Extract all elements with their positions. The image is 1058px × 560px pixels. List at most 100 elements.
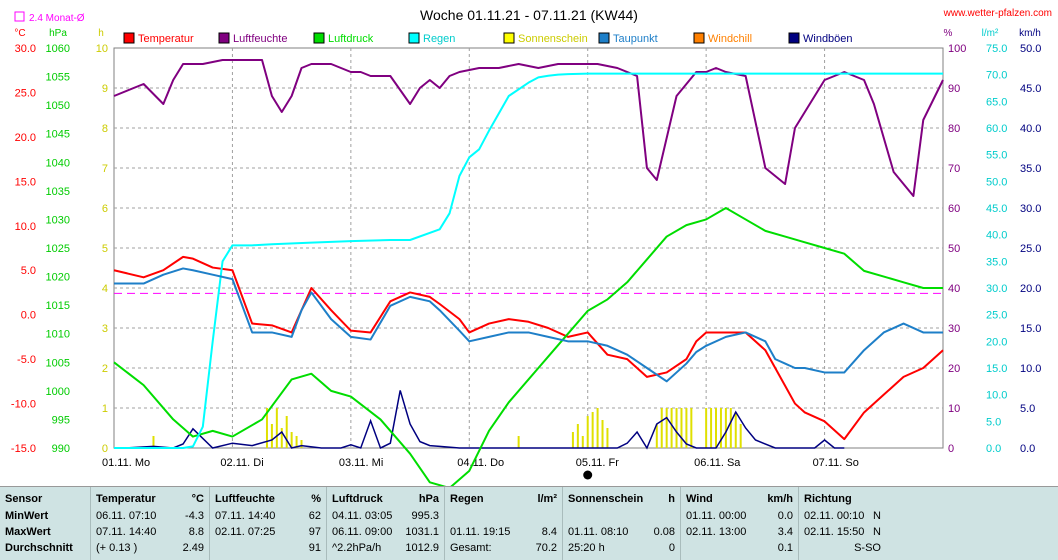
moon-icon: [583, 470, 593, 480]
table-cell: MaxWert: [5, 526, 51, 538]
table-value: N: [873, 510, 881, 522]
table-unit: l/m²: [537, 493, 557, 505]
table-header: Regen: [450, 493, 484, 505]
table-unit: °C: [191, 493, 204, 505]
legend-label-7: Windböen: [803, 33, 853, 45]
table-value: N: [873, 526, 881, 538]
legend-swatch-4: [503, 32, 515, 44]
chart-title: Woche 01.11.21 - 07.11.21 (KW44): [420, 7, 638, 23]
hum-tick-7: 30: [948, 323, 960, 335]
hum-tick-10: 0: [948, 443, 954, 455]
x-label-1: 02.11. Di: [220, 457, 263, 469]
sun-tick-8: 2: [102, 363, 108, 375]
legend-swatch-7: [788, 32, 800, 44]
table-cell: 01.11. 19:15: [450, 526, 511, 538]
legend-swatch-2: [313, 32, 325, 44]
series-luftfeuchte: [113, 59, 944, 197]
temp-tick-7: -5.0: [17, 354, 36, 366]
hum-tick-1: 90: [948, 83, 960, 95]
table-col-1: Temperatur °C 06.11. 07:10 -4.3 07.11. 14:40…: [90, 487, 210, 560]
weather-week-chart: Woche 01.11.21 - 07.11.21 (KW44) www.wett…: [11, 7, 1052, 486]
table-unit: %: [311, 493, 321, 505]
press-tick-8: 1020: [46, 272, 70, 284]
wind-tick-1: 45.0: [1020, 83, 1041, 95]
table-col-5: Sonnenschein h 01.11. 08:10 0.08 25:20 h 0: [562, 487, 681, 560]
table-value: 0: [668, 542, 675, 554]
table-value: 91: [308, 542, 321, 554]
rain-tick-5: 50.0: [986, 176, 1007, 188]
rain-tick-6: 45.0: [986, 203, 1007, 215]
wind-tick-7: 15.0: [1020, 323, 1041, 335]
monat-marker: [14, 11, 25, 22]
legend-label-6: Windchill: [708, 33, 752, 45]
rain-tick-0: 75.0: [986, 43, 1007, 55]
table-cell: 06.11. 09:00: [332, 526, 393, 538]
table-col-7: Richtung 02.11. 00:10 N 02.11. 15:50 N S-SO: [798, 487, 887, 560]
table-cell: 07.11. 14:40: [96, 526, 157, 538]
temp-tick-6: 0.0: [21, 310, 36, 322]
wind-tick-5: 25.0: [1020, 243, 1041, 255]
sun-tick-10: 0: [102, 443, 108, 455]
rain-tick-15: 0.0: [986, 443, 1001, 455]
press-tick-13: 995: [52, 414, 70, 426]
temp-tick-0: 30.0: [15, 43, 36, 55]
table-header: Temperatur: [96, 493, 156, 505]
table-cell: Durchschnitt: [5, 542, 73, 554]
hum-tick-3: 70: [948, 163, 960, 175]
table-unit: km/h: [767, 493, 793, 505]
table-value: 3.4: [777, 526, 793, 538]
series-regen: [114, 72, 943, 449]
temp-tick-4: 10.0: [15, 221, 36, 233]
rain-tick-13: 10.0: [986, 390, 1007, 402]
legend-label-0: Temperatur: [138, 33, 194, 45]
unit-press: hPa: [49, 28, 67, 39]
x-label-3: 04.11. Do: [457, 457, 504, 469]
legend-swatch-6: [693, 32, 705, 44]
table-value: -4.3: [185, 510, 204, 522]
table-col-6: Wind km/h 01.11. 00:00 0.0 02.11. 13:00 3.4 0.…: [680, 487, 799, 560]
press-tick-3: 1045: [46, 129, 70, 141]
rain-tick-4: 55.0: [986, 150, 1007, 162]
legend-swatch-3: [408, 32, 420, 44]
table-col-0: Sensor MinWert MaxWert Durchschnitt: [0, 487, 90, 560]
table-value: 70.2: [535, 542, 557, 554]
table-col-4: Regen l/m² 01.11. 19:15 8.4 Gesamt: 70.2: [444, 487, 563, 560]
series-windboeen: [123, 390, 845, 450]
table-cell: MinWert: [5, 510, 49, 522]
legend-label-4: Sonnenschein: [518, 33, 588, 45]
hum-tick-6: 40: [948, 283, 960, 295]
table-value: 97: [308, 526, 321, 538]
temp-tick-3: 15.0: [15, 176, 36, 188]
table-cell: 07.11. 14:40: [215, 510, 276, 522]
hum-tick-8: 20: [948, 363, 960, 375]
table-value: 2.49: [182, 542, 204, 554]
hum-tick-9: 10: [948, 403, 960, 415]
rain-tick-12: 15.0: [986, 363, 1007, 375]
table-value: S-SO: [854, 542, 881, 554]
wind-tick-3: 35.0: [1020, 163, 1041, 175]
table-value: 0.0: [777, 510, 793, 522]
press-tick-7: 1025: [46, 243, 70, 255]
table-value: 0.1: [777, 542, 793, 554]
rain-tick-14: 5.0: [986, 416, 1001, 428]
press-tick-11: 1005: [46, 357, 70, 369]
sun-tick-9: 1: [102, 403, 108, 415]
x-label-4: 05.11. Fr: [576, 457, 620, 469]
wind-tick-8: 10.0: [1020, 363, 1041, 375]
unit-rain: l/m²: [982, 28, 999, 39]
wind-tick-4: 30.0: [1020, 203, 1041, 215]
wind-tick-0: 50.0: [1020, 43, 1041, 55]
table-unit: h: [668, 493, 675, 505]
press-tick-4: 1040: [46, 157, 70, 169]
summary-table: Sensor MinWert MaxWert Durchschnitt Temperat…: [0, 486, 1058, 560]
unit-temp: °C: [14, 28, 25, 39]
table-cell: (+ 0.13 ): [96, 542, 138, 554]
series-taupunkt: [114, 267, 943, 383]
table-cell: 02.11. 07:25: [215, 526, 276, 538]
table-cell: 25:20 h: [568, 542, 605, 554]
temp-tick-9: -15.0: [11, 443, 36, 455]
table-cell: 01.11. 08:10: [568, 526, 629, 538]
table-value: 8.4: [541, 526, 557, 538]
table-cell: 02.11. 15:50: [804, 526, 865, 538]
monat-label: 2.4 Monat-Ø: [29, 13, 85, 24]
